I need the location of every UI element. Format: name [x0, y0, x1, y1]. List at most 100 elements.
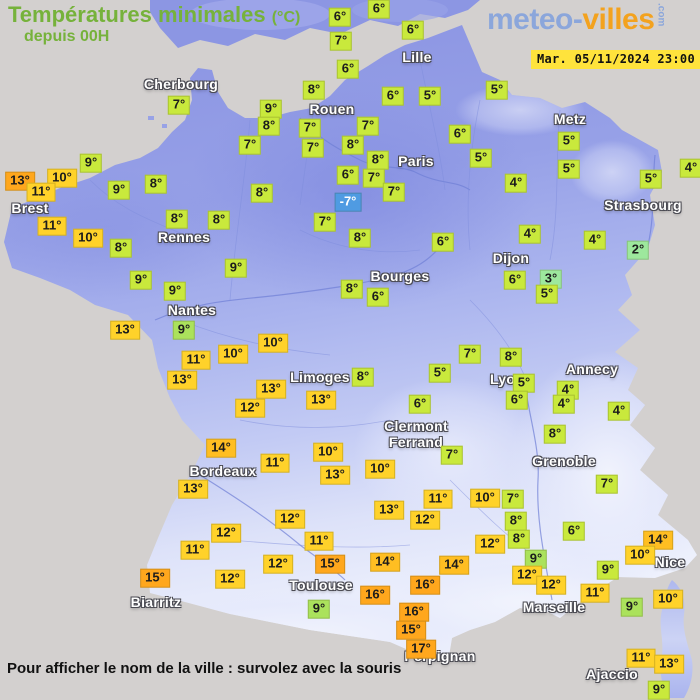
temp-label[interactable]: 5°	[512, 373, 536, 393]
temp-label[interactable]: 12°	[263, 554, 293, 574]
temp-label[interactable]: 8°	[348, 228, 372, 248]
temp-label[interactable]: 8°	[302, 80, 326, 100]
temp-label[interactable]: 8°	[340, 279, 364, 299]
temp-label[interactable]: 5°	[469, 148, 493, 168]
temp-label[interactable]: 9°	[172, 320, 196, 340]
temp-label[interactable]: 10°	[625, 545, 655, 565]
temp-label[interactable]: -7°	[334, 192, 362, 212]
temp-label[interactable]: 6°	[336, 59, 360, 79]
temp-label[interactable]: 9°	[107, 180, 131, 200]
temp-label[interactable]: 7°	[501, 489, 525, 509]
temp-label[interactable]: 15°	[140, 568, 170, 588]
temp-label[interactable]: 8°	[499, 347, 523, 367]
temp-label[interactable]: 11°	[180, 540, 210, 560]
temp-label[interactable]: 5°	[639, 169, 663, 189]
temp-label[interactable]: 6°	[401, 20, 425, 40]
temp-label[interactable]: 11°	[304, 531, 334, 551]
temp-label[interactable]: 10°	[653, 589, 683, 609]
temp-label[interactable]: 9°	[596, 560, 620, 580]
temp-label[interactable]: 5°	[428, 363, 452, 383]
temp-label[interactable]: 7°	[382, 182, 406, 202]
temp-label[interactable]: 12°	[275, 509, 305, 529]
temp-label[interactable]: 10°	[258, 333, 288, 353]
temp-label[interactable]: 9°	[259, 99, 283, 119]
temp-label[interactable]: 6°	[367, 0, 391, 19]
temp-label[interactable]: 6°	[381, 86, 405, 106]
temp-label[interactable]: 7°	[167, 95, 191, 115]
temp-label[interactable]: 6°	[448, 124, 472, 144]
temp-label[interactable]: 13°	[374, 500, 404, 520]
temp-label[interactable]: 10°	[47, 168, 77, 188]
temp-label[interactable]: 7°	[356, 116, 380, 136]
temp-label[interactable]: 10°	[365, 459, 395, 479]
temp-label[interactable]: 6°	[336, 165, 360, 185]
temp-label[interactable]: 8°	[366, 150, 390, 170]
temp-label[interactable]: 5°	[557, 159, 581, 179]
temp-label[interactable]: 13°	[256, 379, 286, 399]
temp-label[interactable]: 7°	[458, 344, 482, 364]
temp-label[interactable]: 2°	[626, 240, 650, 260]
temp-label[interactable]: 6°	[328, 7, 352, 27]
temp-label[interactable]: 8°	[144, 174, 168, 194]
temp-label[interactable]: 8°	[507, 529, 531, 549]
temp-label[interactable]: 7°	[238, 135, 262, 155]
temp-label[interactable]: 13°	[654, 654, 684, 674]
temp-label[interactable]: 15°	[396, 620, 426, 640]
temp-label[interactable]: 14°	[370, 552, 400, 572]
temp-label[interactable]: 14°	[643, 530, 673, 550]
temp-label[interactable]: 4°	[607, 401, 631, 421]
temp-label[interactable]: 6°	[431, 232, 455, 252]
temp-label[interactable]: 11°	[37, 216, 67, 236]
temp-label[interactable]: 10°	[313, 442, 343, 462]
temp-label[interactable]: 12°	[536, 575, 566, 595]
temp-label[interactable]: 15°	[315, 554, 345, 574]
temp-label[interactable]: 6°	[505, 390, 529, 410]
temp-label[interactable]: 5°	[485, 80, 509, 100]
temp-label[interactable]: 6°	[503, 270, 527, 290]
temp-label[interactable]: 12°	[215, 569, 245, 589]
temp-label[interactable]: 13°	[320, 465, 350, 485]
temp-label[interactable]: 14°	[439, 555, 469, 575]
temp-label[interactable]: 7°	[362, 168, 386, 188]
temp-label[interactable]: 4°	[518, 224, 542, 244]
temp-label[interactable]: 13°	[110, 320, 140, 340]
temp-label[interactable]: 8°	[257, 116, 281, 136]
temp-label[interactable]: 17°	[406, 639, 436, 659]
temp-label[interactable]: 4°	[583, 230, 607, 250]
temp-label[interactable]: 6°	[408, 394, 432, 414]
temp-label[interactable]: 12°	[410, 510, 440, 530]
temp-label[interactable]: 11°	[26, 182, 56, 202]
temp-label[interactable]: 10°	[470, 488, 500, 508]
temp-label[interactable]: 13°	[306, 390, 336, 410]
temp-label[interactable]: 16°	[360, 585, 390, 605]
temp-label[interactable]: 16°	[410, 575, 440, 595]
temp-label[interactable]: 4°	[504, 173, 528, 193]
temp-label[interactable]: 5°	[557, 131, 581, 151]
temp-label[interactable]: 7°	[301, 138, 325, 158]
temp-label[interactable]: 6°	[366, 287, 390, 307]
temp-label[interactable]: 6°	[562, 521, 586, 541]
temp-label[interactable]: 7°	[595, 474, 619, 494]
temp-label[interactable]: 16°	[399, 602, 429, 622]
temp-label[interactable]: 13°	[178, 479, 208, 499]
temp-label[interactable]: 8°	[341, 135, 365, 155]
temp-label[interactable]: 7°	[440, 445, 464, 465]
meteo-villes-logo[interactable]: meteo-villes.com	[487, 3, 666, 37]
temp-label[interactable]: 12°	[211, 523, 241, 543]
temp-label[interactable]: 8°	[207, 210, 231, 230]
temp-label[interactable]: 11°	[260, 453, 290, 473]
temp-label[interactable]: 12°	[235, 398, 265, 418]
temp-label[interactable]: 9°	[224, 258, 248, 278]
temp-label[interactable]: 4°	[556, 380, 580, 400]
temp-label[interactable]: 14°	[206, 438, 236, 458]
temp-label[interactable]: 10°	[73, 228, 103, 248]
temp-label[interactable]: 8°	[109, 238, 133, 258]
temp-label[interactable]: 9°	[129, 270, 153, 290]
temp-label[interactable]: 8°	[504, 511, 528, 531]
temp-label[interactable]: 8°	[543, 424, 567, 444]
temp-label[interactable]: 9°	[307, 599, 331, 619]
temp-label[interactable]: 11°	[626, 648, 656, 668]
temp-label[interactable]: 12°	[475, 534, 505, 554]
temp-label[interactable]: 11°	[181, 350, 211, 370]
